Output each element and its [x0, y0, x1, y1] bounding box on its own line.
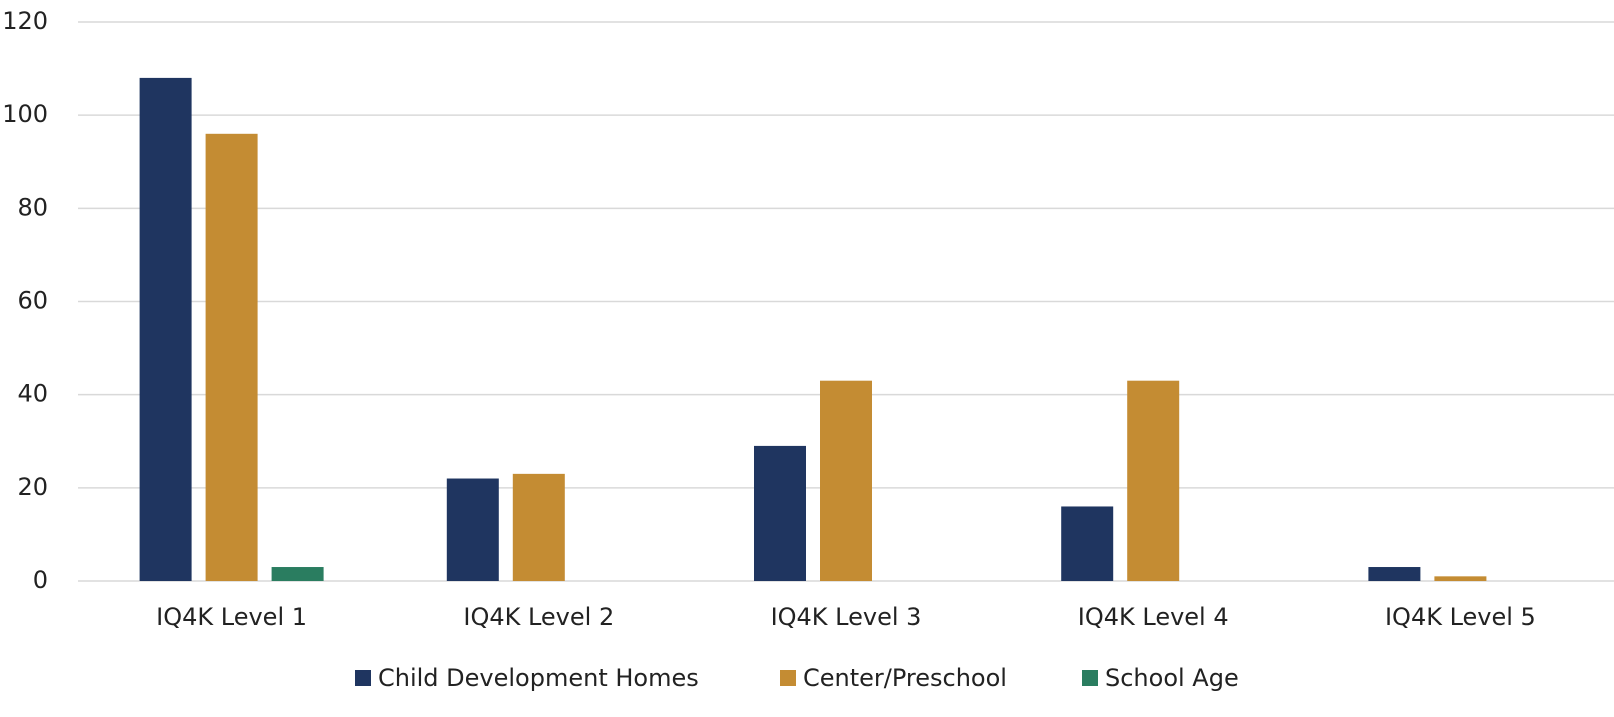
- y-tick-label: 80: [17, 193, 48, 221]
- bar: [139, 77, 192, 582]
- bar: [271, 567, 324, 581]
- bar: [1127, 380, 1180, 581]
- y-tick-label: 100: [2, 100, 48, 128]
- x-tick-label: IQ4K Level 5: [1385, 603, 1536, 631]
- bar: [754, 445, 806, 581]
- bar: [205, 133, 258, 582]
- y-tick-label: 20: [17, 473, 48, 501]
- legend-label: Center/Preschool: [803, 664, 1007, 692]
- bar: [1061, 506, 1114, 581]
- bar: [446, 478, 499, 581]
- x-tick-label: IQ4K Level 2: [463, 603, 614, 631]
- bar: [512, 473, 565, 581]
- legend-label: School Age: [1105, 664, 1239, 692]
- y-tick-label: 60: [17, 287, 48, 315]
- x-tick-label: IQ4K Level 4: [1078, 603, 1229, 631]
- y-tick-label: 0: [33, 566, 48, 594]
- legend-swatch: [780, 670, 796, 686]
- legend-swatch: [355, 670, 371, 686]
- legend-label: Child Development Homes: [378, 664, 699, 692]
- x-tick-label: IQ4K Level 3: [771, 603, 922, 631]
- y-tick-label: 40: [17, 380, 48, 408]
- y-tick-label: 120: [2, 7, 48, 35]
- legend-swatch: [1082, 670, 1098, 686]
- bar: [1368, 567, 1421, 581]
- bar: [820, 380, 872, 581]
- bar: [1434, 576, 1487, 581]
- x-tick-label: IQ4K Level 1: [156, 603, 307, 631]
